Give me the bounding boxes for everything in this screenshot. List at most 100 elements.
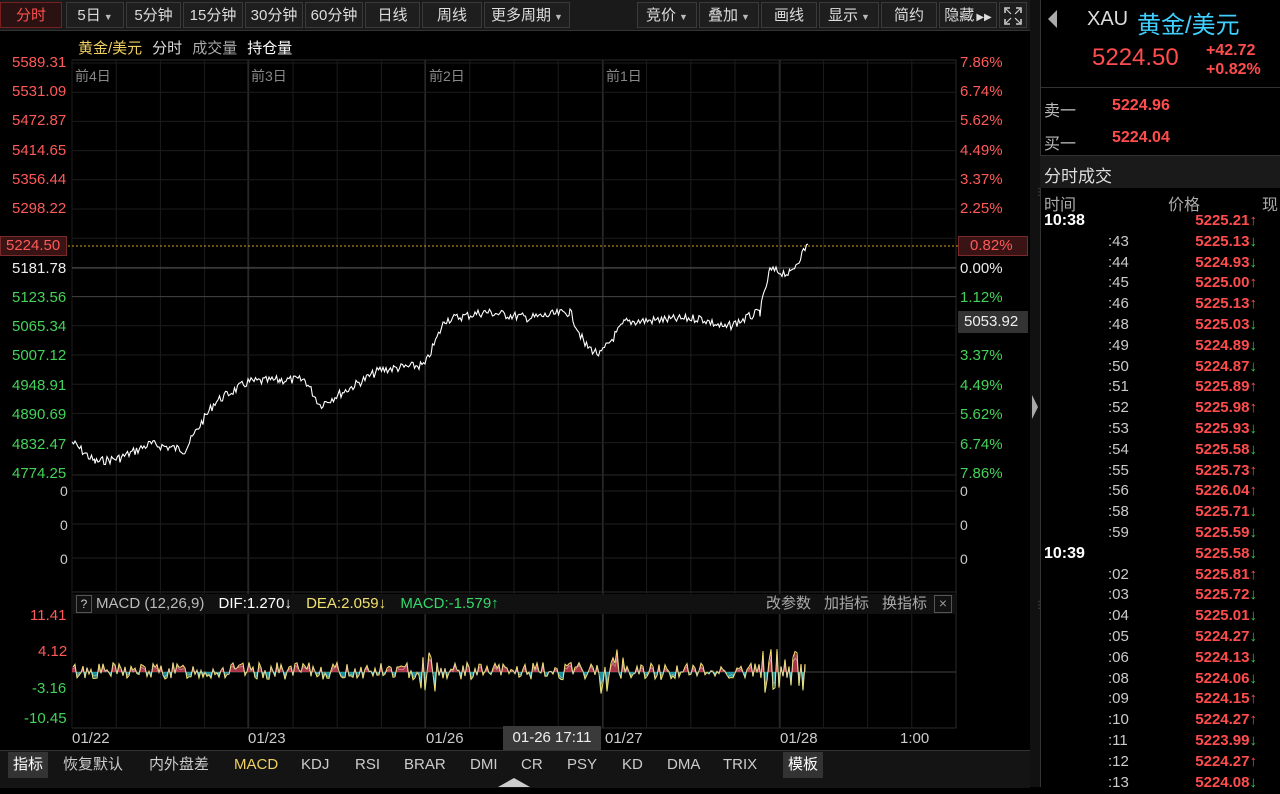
trade-price-value: 5224.08 [1195, 773, 1250, 791]
simple-button[interactable]: 简约 [881, 2, 937, 28]
legend-oi[interactable]: 持仓量 [247, 40, 293, 57]
trade-time: 10:39 [1044, 544, 1085, 562]
last-price: 5224.50 [1092, 44, 1179, 71]
arrow-up-icon: ↑ [1249, 690, 1258, 708]
tab-15min[interactable]: 15分钟 [183, 2, 243, 28]
help-icon[interactable]: ? [76, 595, 92, 613]
trade-time: :08 [1108, 669, 1129, 687]
tab-5min[interactable]: 5分钟 [126, 2, 181, 28]
expand-up-icon[interactable] [498, 778, 530, 787]
hide-button[interactable]: 隐藏 ▶▶ [939, 2, 997, 28]
trade-row: :05 5224.27↓ [1040, 628, 1280, 649]
switch-indicator-button[interactable]: 换指标 [882, 595, 928, 612]
tab-kdj[interactable]: KDJ [301, 756, 330, 773]
price-line [71, 243, 809, 466]
tab-5day[interactable]: 5日 ▼ [66, 2, 124, 28]
oi-axis-zero: 0 [960, 551, 968, 567]
macd-axis-label: 11.41 [30, 607, 67, 624]
trade-time: :49 [1108, 336, 1129, 354]
legend-volume[interactable]: 成交量 [192, 40, 238, 57]
macd-name: MACD (12,26,9) [96, 595, 205, 612]
trade-price: 5224.06↓ [1140, 670, 1257, 687]
edit-params-button[interactable]: 改参数 [766, 595, 812, 612]
price-axis-label: 5472.87 [12, 112, 67, 129]
trade-price-value: 5225.81 [1195, 565, 1250, 583]
trade-price-value: 5224.93 [1195, 253, 1250, 271]
tab-inner-outer[interactable]: 内外盘差 [149, 756, 210, 773]
tab-30min[interactable]: 30分钟 [245, 2, 303, 28]
add-indicator-button[interactable]: 加指标 [824, 595, 870, 612]
date-tick: 1:00 [900, 730, 930, 747]
arrow-down-icon: ↓ [1249, 316, 1258, 333]
price-change: +42.72 [1206, 42, 1256, 59]
tab-5day-label: 5日 [77, 7, 101, 24]
trade-row: :13 5224.08↓ [1040, 774, 1280, 794]
day-label: 前2日 [429, 68, 465, 84]
chevron-down-icon: ▼ [741, 12, 750, 22]
date-tick: 01/28 [780, 730, 818, 747]
display-button[interactable]: 显示 ▼ [819, 2, 879, 28]
trade-price-value: 5225.00 [1195, 274, 1250, 292]
overlay-button[interactable]: 叠加 ▼ [699, 2, 759, 28]
intraday-chart[interactable] [0, 30, 1030, 750]
trade-price-value: 5224.06 [1195, 669, 1250, 687]
price-axis-label: 5007.12 [12, 347, 67, 364]
tab-psy[interactable]: PSY [567, 756, 598, 773]
trade-row: :49 5224.89↓ [1040, 337, 1280, 358]
fullscreen-button[interactable] [999, 2, 1027, 28]
tab-more-periods[interactable]: 更多周期 ▼ [484, 2, 570, 28]
trade-row: :08 5224.06↓ [1040, 670, 1280, 691]
arrow-down-icon: ↓ [1249, 232, 1258, 250]
trade-time: :02 [1108, 565, 1129, 583]
tab-dma[interactable]: DMA [667, 756, 701, 773]
price-axis-label: 5123.56 [12, 289, 67, 306]
trade-price-value: 5224.13 [1195, 648, 1250, 666]
tab-macd[interactable]: MACD [234, 756, 279, 773]
draw-button[interactable]: 画线 [761, 2, 817, 28]
trade-time: :45 [1108, 274, 1129, 292]
tab-trix[interactable]: TRIX [723, 756, 758, 773]
tab-template[interactable]: 模板 [783, 752, 824, 778]
price-axis-label: 5298.22 [12, 200, 67, 217]
back-arrow-icon[interactable] [1048, 10, 1057, 28]
tab-weekly[interactable]: 周线 [422, 2, 482, 28]
trade-time: :43 [1108, 232, 1129, 250]
pct-axis-label: 3.37% [960, 171, 1003, 188]
auction-button[interactable]: 竞价 ▼ [637, 2, 697, 28]
trade-price-value: 5225.58 [1195, 544, 1250, 562]
trade-time: :10 [1108, 711, 1129, 729]
date-tick: 01/27 [605, 730, 643, 747]
trade-price: 5225.89↑ [1140, 378, 1257, 395]
display-label: 显示 [828, 7, 859, 24]
arrow-up-icon: ↑ [1249, 752, 1258, 770]
arrow-up-icon: ↑ [1249, 274, 1258, 292]
collapse-right-icon[interactable] [1032, 395, 1038, 419]
close-icon[interactable]: × [934, 595, 952, 613]
trades-header-price: 价格 [1168, 197, 1201, 214]
day-label: 前3日 [251, 68, 287, 84]
tab-intraday[interactable]: 分时 [0, 2, 62, 28]
oi-axis-zero: 0 [60, 551, 68, 567]
tab-indicator[interactable]: 指标 [8, 752, 49, 778]
pct-axis-label: 6.74% [960, 436, 1003, 453]
current-price-tag: 5224.50 [6, 237, 61, 254]
tab-brar[interactable]: BRAR [404, 756, 446, 773]
macd-dif: DIF:1.270↓ [218, 595, 292, 612]
bid-price: 5224.04 [1112, 129, 1170, 146]
panel-splitter[interactable] [1030, 0, 1040, 787]
arrow-up-icon: ↑ [1249, 295, 1258, 313]
trade-time: 10:38 [1044, 212, 1085, 229]
tab-kd[interactable]: KD [622, 756, 643, 773]
tab-restore-default[interactable]: 恢复默认 [63, 756, 124, 773]
legend-mode[interactable]: 分时 [152, 40, 183, 57]
tab-daily[interactable]: 日线 [365, 2, 420, 28]
pct-axis-label: 7.86% [960, 54, 1003, 71]
trade-price: 5225.59↓ [1140, 524, 1257, 541]
arrow-down-icon: ↓ [1249, 607, 1258, 625]
arrow-up-icon: ↑ [1249, 565, 1258, 583]
tab-rsi[interactable]: RSI [355, 756, 381, 773]
tab-60min[interactable]: 60分钟 [305, 2, 363, 28]
tab-cr[interactable]: CR [521, 756, 543, 773]
tab-dmi[interactable]: DMI [470, 756, 498, 773]
macd-dea: DEA:2.059↓ [306, 595, 387, 612]
